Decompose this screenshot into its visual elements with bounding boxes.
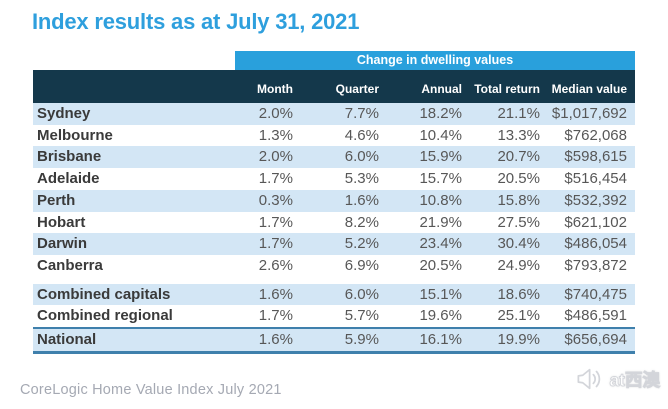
table-row: Canberra 2.6% 6.9% 20.5% 24.9% $793,872	[33, 255, 635, 277]
cell-annual: 18.2%	[419, 105, 462, 122]
cell-month: 1.6%	[235, 327, 301, 354]
row-label: National	[33, 327, 235, 354]
cell-total-return: 18.6%	[497, 285, 540, 303]
row-label: Hobart	[37, 213, 86, 231]
megaphone-icon	[574, 364, 604, 394]
row-label: Brisbane	[37, 148, 102, 166]
cell-total-return: 27.5%	[497, 213, 540, 231]
row-label: Adelaide	[37, 170, 100, 188]
cell-median-value: $1,017,692	[551, 105, 627, 122]
cell-total-return: 21.1%	[497, 105, 540, 122]
cell-annual: 16.1%	[387, 327, 470, 354]
row-label: Canberra	[37, 256, 103, 274]
cell-month: 2.0%	[258, 105, 293, 122]
cell-median-value: $598,615	[564, 148, 627, 166]
cell-annual: 10.4%	[419, 126, 462, 144]
cell-month: 1.7%	[258, 213, 293, 231]
cell-total-return: 24.9%	[497, 256, 540, 274]
cell-quarter: 4.6%	[344, 126, 379, 144]
cell-annual: 19.6%	[419, 307, 462, 325]
column-header-quarter: Quarter	[335, 82, 379, 96]
section-gap	[33, 276, 635, 284]
index-results-table: Month Quarter Annual Total return Median…	[33, 70, 635, 354]
cell-median-value: $762,068	[564, 126, 627, 144]
watermark-label: at西澳	[609, 369, 660, 390]
cell-month: 1.6%	[258, 285, 293, 303]
cell-total-return: 13.3%	[497, 126, 540, 144]
cell-annual: 20.5%	[419, 256, 462, 274]
table-body: Sydney 2.0% 7.7% 18.2% 21.1% $1,017,692 Melbou…	[33, 103, 635, 354]
cell-month: 1.3%	[258, 126, 293, 144]
row-label: Darwin	[37, 235, 88, 253]
cell-month: 2.6%	[258, 256, 293, 274]
cell-total-return: 20.7%	[497, 148, 540, 166]
source-attribution: CoreLogic Home Value Index July 2021	[20, 382, 282, 398]
cell-quarter: 5.7%	[344, 307, 379, 325]
cell-month: 2.0%	[258, 148, 293, 166]
cell-total-return: 25.1%	[497, 307, 540, 325]
row-label: Combined regional	[37, 307, 173, 325]
dwelling-values-table: Change in dwelling values Month Quarter …	[33, 51, 635, 354]
column-header-month: Month	[257, 82, 293, 96]
row-label: Perth	[37, 191, 76, 209]
table-row: Sydney 2.0% 7.7% 18.2% 21.1% $1,017,692	[33, 103, 635, 125]
cell-quarter: 5.3%	[344, 170, 379, 188]
table-row: Brisbane 2.0% 6.0% 15.9% 20.7% $598,615	[33, 146, 635, 169]
cell-median-value: $656,694	[548, 327, 635, 354]
column-header-locality	[33, 70, 235, 103]
row-label: Sydney	[37, 105, 91, 122]
table-row: Darwin 1.7% 5.2% 23.4% 30.4% $486,054	[33, 233, 635, 255]
watermark: at西澳	[574, 364, 660, 394]
table-row: Adelaide 1.7% 5.3% 15.7% 20.5% $516,454	[33, 168, 635, 190]
cell-total-return: 20.5%	[497, 170, 540, 188]
cell-quarter: 1.6%	[344, 191, 379, 209]
cell-annual: 21.9%	[419, 213, 462, 231]
cell-quarter: 6.9%	[344, 256, 379, 274]
table-row: Hobart 1.7% 8.2% 21.9% 27.5% $621,102	[33, 212, 635, 234]
cell-annual: 15.7%	[419, 170, 462, 188]
cell-total-return: 15.8%	[497, 191, 540, 209]
cell-quarter: 6.0%	[344, 148, 379, 166]
table-row: National 1.6% 5.9% 16.1% 19.9% $656,694	[33, 327, 635, 354]
cell-total-return: 19.9%	[470, 327, 548, 354]
table-row: Combined regional 1.7% 5.7% 19.6% 25.1% $486,…	[33, 305, 635, 328]
row-label: Melbourne	[37, 126, 113, 144]
cell-month: 1.7%	[258, 307, 293, 325]
cell-quarter: 6.0%	[344, 285, 379, 303]
header-row: Month Quarter Annual Total return Median…	[33, 70, 635, 103]
cell-quarter: 5.2%	[344, 235, 379, 253]
table-row: Melbourne 1.3% 4.6% 10.4% 13.3% $762,068	[33, 125, 635, 147]
table-row: Perth 0.3% 1.6% 10.8% 15.8% $532,392	[33, 189, 635, 212]
page-title: Index results as at July 31, 2021	[32, 9, 360, 34]
cell-annual: 10.8%	[419, 191, 462, 209]
cell-median-value: $621,102	[564, 213, 627, 231]
cell-month: 1.7%	[258, 235, 293, 253]
cell-quarter: 5.9%	[301, 327, 387, 354]
cell-quarter: 8.2%	[344, 213, 379, 231]
column-header-total-return: Total return	[474, 82, 540, 96]
cell-median-value: $532,392	[564, 191, 627, 209]
cell-median-value: $486,054	[564, 235, 627, 253]
cell-median-value: $740,475	[564, 285, 627, 303]
group-header-band: Change in dwelling values	[235, 51, 635, 70]
cell-total-return: 30.4%	[497, 235, 540, 253]
cell-month: 0.3%	[258, 191, 293, 209]
table-header: Month Quarter Annual Total return Median…	[33, 70, 635, 103]
cell-median-value: $793,872	[564, 256, 627, 274]
cell-annual: 15.1%	[419, 285, 462, 303]
cell-median-value: $516,454	[564, 170, 627, 188]
row-label: Combined capitals	[37, 285, 171, 303]
cell-quarter: 7.7%	[344, 105, 379, 122]
cell-month: 1.7%	[258, 170, 293, 188]
cell-annual: 15.9%	[419, 148, 462, 166]
column-header-annual: Annual	[421, 82, 462, 96]
cell-median-value: $486,591	[564, 307, 627, 325]
column-header-median-value: Median value	[551, 82, 627, 96]
cell-annual: 23.4%	[419, 235, 462, 253]
table-row: Combined capitals 1.6% 6.0% 15.1% 18.6% $740,…	[33, 283, 635, 306]
